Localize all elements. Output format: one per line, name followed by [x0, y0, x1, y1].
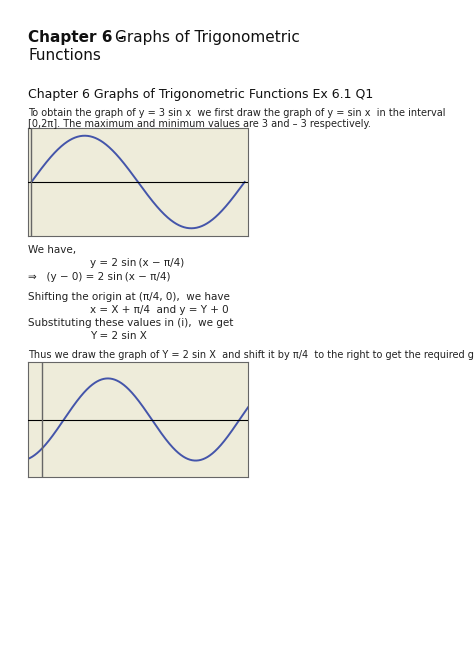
Text: x = X + π/4  and y = Y + 0: x = X + π/4 and y = Y + 0: [90, 305, 228, 315]
Text: Shifting the origin at (π/4, 0),  we have: Shifting the origin at (π/4, 0), we have: [28, 292, 230, 302]
Text: y = 2 sin⁡ (x − π/4): y = 2 sin⁡ (x − π/4): [90, 258, 184, 268]
Text: We have,: We have,: [28, 245, 76, 255]
Text: To obtain the graph of y = 3 sin x  we first draw the graph of y = sin x  in the: To obtain the graph of y = 3 sin x we fi…: [28, 108, 446, 118]
Text: ⇒   (y − 0) = 2 sin⁡ (x − π/4): ⇒ (y − 0) = 2 sin⁡ (x − π/4): [28, 272, 171, 282]
Text: Substituting these values in (i),  we get: Substituting these values in (i), we get: [28, 318, 233, 328]
Text: Chapter 6 -: Chapter 6 -: [28, 30, 129, 45]
Text: Graphs of Trigonometric: Graphs of Trigonometric: [115, 30, 300, 45]
Text: [0,2π]. The maximum and minimum values are 3 and – 3 respectively.: [0,2π]. The maximum and minimum values a…: [28, 119, 371, 129]
Text: Functions: Functions: [28, 48, 101, 63]
Text: Thus we draw the graph of Y = 2 sin X  and shift it by π/4  to the right to get : Thus we draw the graph of Y = 2 sin X an…: [28, 350, 474, 360]
Text: Y = 2 sin X: Y = 2 sin X: [90, 331, 147, 341]
Text: Chapter 6 Graphs of Trigonometric Functions Ex 6.1 Q1: Chapter 6 Graphs of Trigonometric Functi…: [28, 88, 373, 101]
